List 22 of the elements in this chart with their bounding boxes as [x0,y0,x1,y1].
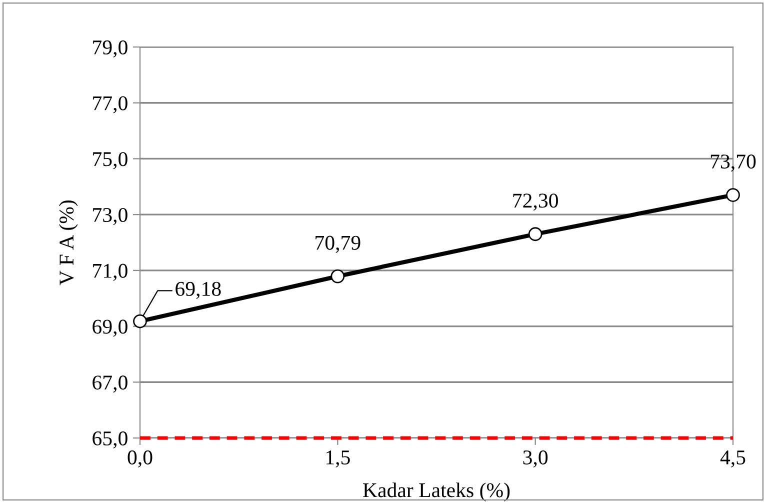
y-tick-label: 75,0 [93,152,128,170]
point [726,188,740,202]
x-tick-label: 1,5 [326,450,350,468]
y-axis-title: V F A (%) [58,200,78,286]
data-label: 72,30 [513,194,558,211]
data-label: 69,18 [176,282,221,299]
y-tick-label: 67,0 [92,376,128,393]
y-tick-label: 65,0 [92,431,128,448]
y-tick-label: 73,0 [93,208,128,226]
y-tick-label: 71,0 [93,264,128,281]
x-tick-label: 4,5 [720,450,746,468]
x-tick-label: 0,0 [128,450,152,468]
y-tick-label: 79,0 [93,40,128,58]
y-tick-label: 77,0 [93,96,128,114]
y-tick-label: 69,0 [92,320,128,337]
data-label: 70,79 [316,236,360,253]
point [528,227,542,242]
point [133,314,147,328]
x-axis-title: Kadar Lateks (%) [363,482,510,502]
data-label: 73,70 [710,154,756,172]
x-tick-label: 3,0 [523,450,548,468]
point [330,269,345,284]
